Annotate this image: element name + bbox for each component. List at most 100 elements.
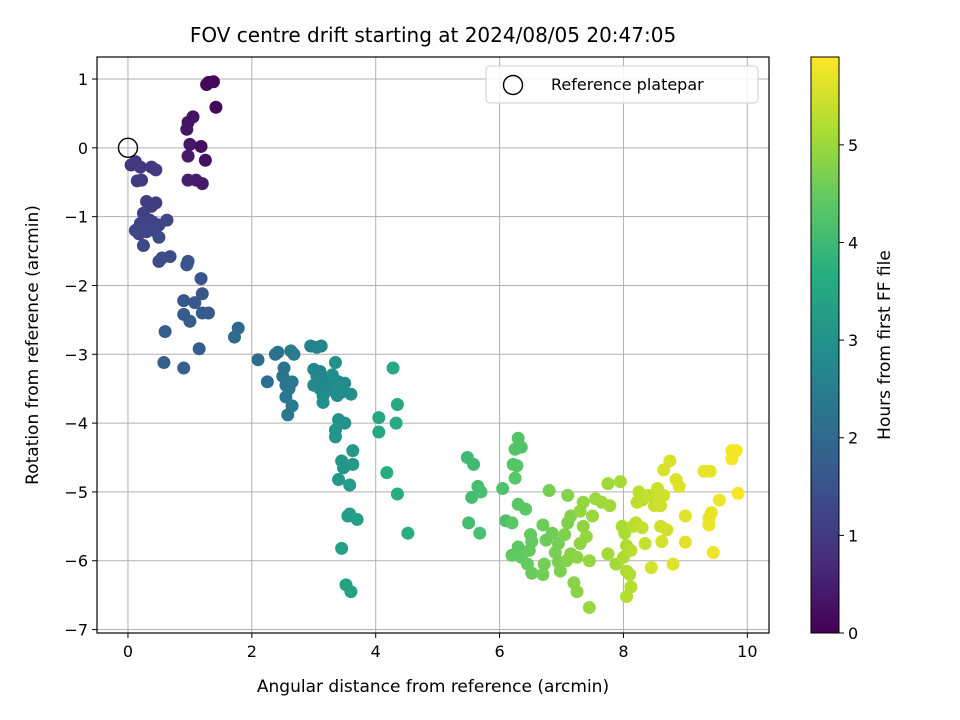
y-tick-label: −7	[64, 621, 88, 640]
data-point	[149, 196, 163, 210]
data-point	[183, 314, 197, 328]
chart-title: FOV centre drift starting at 2024/08/05 …	[190, 23, 676, 47]
data-point	[613, 475, 627, 489]
data-point	[702, 518, 716, 532]
plot-frame	[96, 56, 770, 634]
data-point	[372, 411, 386, 425]
x-axis-label: Angular distance from reference (arcmin)	[257, 677, 609, 697]
y-axis-label: Rotation from reference (arcmin)	[23, 205, 43, 485]
data-point	[194, 272, 208, 286]
colorbar-tick-label: 2	[848, 429, 858, 448]
colorbar-tick-label: 4	[848, 233, 858, 252]
x-tick-label: 4	[371, 642, 381, 661]
y-tick-label: −5	[64, 483, 88, 502]
data-point	[624, 543, 638, 557]
data-point	[731, 486, 745, 500]
data-point	[251, 353, 265, 367]
data-point	[316, 395, 330, 409]
data-point	[183, 137, 197, 151]
data-point	[553, 564, 567, 578]
data-point	[641, 488, 655, 502]
data-point	[386, 361, 400, 375]
legend-marker-icon	[502, 74, 524, 96]
data-point	[660, 523, 674, 537]
data-point	[537, 557, 551, 571]
data-point	[582, 601, 596, 615]
data-point	[519, 502, 533, 516]
y-tick-label: −3	[64, 345, 88, 364]
data-point	[706, 545, 720, 559]
data-point	[561, 488, 575, 502]
data-point	[390, 398, 404, 412]
data-point	[195, 177, 209, 191]
data-point	[287, 347, 301, 361]
data-point	[644, 561, 658, 575]
colorbar	[810, 56, 840, 634]
data-point	[542, 484, 556, 498]
data-point	[335, 541, 349, 555]
y-tick-label: −2	[64, 276, 88, 295]
colorbar-tick-label: 3	[848, 331, 858, 350]
data-point	[725, 452, 739, 466]
data-point	[585, 509, 599, 523]
data-point	[678, 509, 692, 523]
data-point	[624, 580, 638, 594]
data-point	[508, 442, 522, 456]
data-point	[180, 122, 194, 136]
data-point	[136, 239, 150, 253]
data-point	[601, 547, 615, 561]
data-point	[462, 516, 476, 530]
data-point	[157, 356, 171, 370]
data-point	[663, 454, 677, 468]
data-point	[505, 516, 519, 530]
legend: Reference platepar	[485, 65, 759, 104]
data-point	[332, 473, 346, 487]
data-point	[522, 543, 536, 557]
x-tick-label: 8	[618, 642, 628, 661]
data-point	[149, 163, 163, 177]
y-axis-ticks: 1 0 −1 −2 −3 −4 −5 −6 −7	[64, 70, 97, 640]
data-point	[180, 258, 194, 272]
colorbar-tick-label: 1	[848, 526, 858, 545]
data-point	[198, 153, 212, 167]
colorbar-tick-label: 0	[848, 624, 858, 643]
data-point	[390, 487, 404, 501]
data-point	[350, 512, 364, 526]
data-point	[330, 389, 344, 403]
data-point	[525, 566, 539, 580]
data-point	[194, 139, 208, 153]
data-point	[536, 518, 550, 532]
colorbar-tick-label: 5	[848, 136, 858, 155]
data-point	[160, 213, 174, 227]
data-point	[325, 368, 339, 382]
data-point	[260, 375, 274, 389]
data-point	[545, 526, 559, 540]
data-point	[227, 330, 241, 344]
data-point	[195, 287, 209, 301]
colorbar-label: Hours from first FF file	[875, 250, 895, 440]
reference-marker-group	[117, 137, 139, 159]
data-point	[163, 250, 177, 264]
data-point	[603, 499, 617, 513]
data-point	[346, 444, 360, 458]
data-point	[672, 479, 686, 493]
legend-label: Reference platepar	[551, 75, 704, 94]
y-tick-label: −4	[64, 414, 88, 433]
data-point	[654, 499, 668, 513]
data-point	[177, 361, 191, 375]
data-point	[177, 294, 191, 308]
data-point	[570, 550, 584, 564]
y-tick-label: −6	[64, 552, 88, 571]
data-point	[623, 568, 637, 582]
data-point	[133, 160, 147, 174]
data-point	[536, 568, 550, 582]
data-point	[135, 173, 149, 187]
data-point	[579, 530, 593, 544]
data-point	[389, 416, 403, 430]
legend-box	[485, 65, 759, 104]
data-point	[576, 495, 590, 509]
data-point	[271, 345, 285, 359]
data-point	[570, 585, 584, 599]
data-point	[510, 459, 524, 473]
